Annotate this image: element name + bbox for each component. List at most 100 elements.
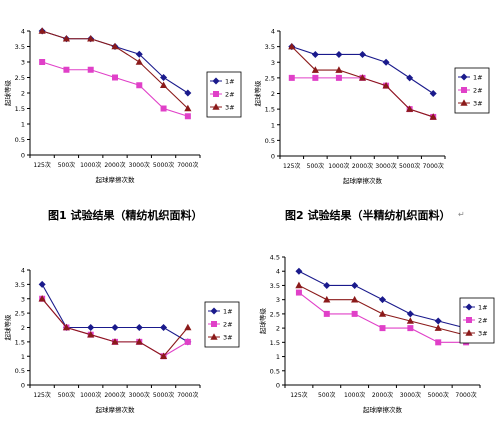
data-point [407, 325, 414, 332]
data-point [160, 74, 168, 81]
data-point [135, 50, 143, 58]
data-point [38, 280, 46, 288]
x-tick-label: 1000次 [80, 161, 101, 169]
y-tick-label: 2.5 [15, 310, 25, 318]
data-point [429, 90, 437, 97]
paragraph-return-mark: ↵ [458, 210, 465, 219]
y-tick-label: 4 [276, 268, 280, 276]
data-point [382, 81, 390, 89]
data-point [323, 310, 330, 317]
data-point [62, 323, 71, 331]
y-tick-label: 0.5 [15, 367, 25, 375]
y-tick-label: 4 [21, 28, 25, 36]
legend-marker [213, 91, 219, 97]
y-tick-label: 0 [21, 382, 25, 390]
data-point [406, 317, 414, 324]
x-tick-label: 5000次 [399, 162, 420, 170]
data-point [87, 66, 94, 73]
legend-label: 3# [223, 334, 233, 342]
y-axis-title: 起球等级 [3, 314, 12, 341]
data-point [358, 74, 367, 81]
legend-label: 1# [223, 308, 233, 316]
x-tick-label: 5000次 [153, 391, 174, 399]
x-tick-label: 3000次 [129, 161, 150, 169]
data-point [111, 324, 119, 331]
y-tick-label: 3.5 [15, 281, 25, 289]
legend: 1# 2# 3# [204, 301, 240, 348]
x-tick-label: 2000次 [372, 391, 393, 399]
chart-4: 0 0.5 1 1.5 2 2.5 3 3.5 4 4.5 125次 500次 1000次 2000次 30… [258, 254, 495, 414]
legend-label: 3# [478, 330, 488, 338]
x-tick-label: 500次 [58, 161, 75, 169]
chart-1: 0 0.5 1 1.5 2 2.5 3 3.5 4 125次 500次 1000次 2000次 3000次… [3, 27, 242, 184]
legend-label: 1# [225, 78, 235, 86]
series-1 [38, 27, 192, 97]
legend-label: 1# [473, 74, 483, 82]
chart-2: 0 0.5 1 1.5 2 2.5 3 3.5 4 125次 500次 1000次 2000次 3000次… [253, 28, 490, 185]
data-point [295, 289, 302, 296]
y-tick-label: 1 [276, 353, 280, 361]
data-point [406, 105, 414, 112]
data-point [288, 74, 295, 81]
legend-label: 3# [225, 104, 235, 112]
data-point [184, 323, 192, 331]
y-tick-label: 3 [271, 59, 275, 67]
y-tick-label: 3.5 [270, 282, 280, 290]
chart-panel-2: 0 0.5 1 1.5 2 2.5 3 3.5 4 125次 500次 1000次 2000次 3000次… [250, 0, 500, 205]
legend-marker [212, 77, 220, 85]
x-tick-label: 125次 [290, 391, 307, 399]
x-tick-label: 1000次 [344, 391, 365, 399]
series-1 [295, 267, 470, 332]
y-tick-label: 3 [21, 295, 25, 303]
legend-marker [465, 329, 473, 336]
data-point [87, 330, 95, 338]
series-2 [288, 74, 437, 120]
data-point [434, 317, 442, 325]
data-point [62, 34, 71, 42]
x-axis-title: 起球摩擦次数 [96, 175, 136, 184]
data-point [351, 281, 359, 289]
y-tick-label: 1.5 [265, 106, 275, 114]
series-3 [38, 294, 192, 360]
figure-2-caption: 图2 试验结果（半精纺机织面料） [285, 209, 451, 222]
x-tick-label: 3000次 [375, 162, 396, 170]
data-point [135, 324, 143, 331]
data-point [160, 105, 167, 112]
data-point [184, 113, 191, 120]
data-point [135, 338, 143, 345]
data-point [295, 281, 303, 289]
data-point [184, 338, 191, 345]
data-point [184, 89, 192, 97]
y-tick-label: 1 [21, 121, 25, 129]
data-point [382, 58, 390, 66]
x-tick-label: 125次 [33, 391, 50, 399]
series-3 [38, 27, 192, 112]
data-point [295, 267, 303, 275]
data-point [429, 113, 437, 120]
x-tick-label: 125次 [33, 161, 50, 169]
legend-label: 1# [478, 304, 488, 312]
data-point [435, 339, 442, 346]
y-tick-label: 2 [21, 324, 25, 332]
x-axis-title: 起球摩擦次数 [96, 405, 136, 414]
data-point [379, 325, 386, 332]
legend-marker [460, 73, 468, 81]
data-point [112, 74, 118, 81]
x-tick-label: 2000次 [352, 162, 373, 170]
y-tick-label: 4.5 [270, 254, 280, 262]
y-tick-label: 0.5 [265, 137, 275, 145]
data-point [311, 66, 319, 73]
data-point [311, 50, 319, 58]
data-point [359, 50, 366, 58]
y-tick-label: 2.5 [270, 310, 280, 318]
y-tick-label: 2 [276, 325, 280, 333]
data-point [351, 310, 358, 317]
y-tick-label: 2 [271, 90, 275, 98]
x-tick-label: 3000次 [129, 391, 150, 399]
y-tick-label: 1.5 [15, 338, 25, 346]
y-tick-label: 1 [271, 121, 275, 129]
data-point [288, 42, 296, 50]
data-point [39, 59, 46, 65]
legend: 1# 2# 3# [459, 297, 495, 344]
data-point [63, 66, 70, 73]
